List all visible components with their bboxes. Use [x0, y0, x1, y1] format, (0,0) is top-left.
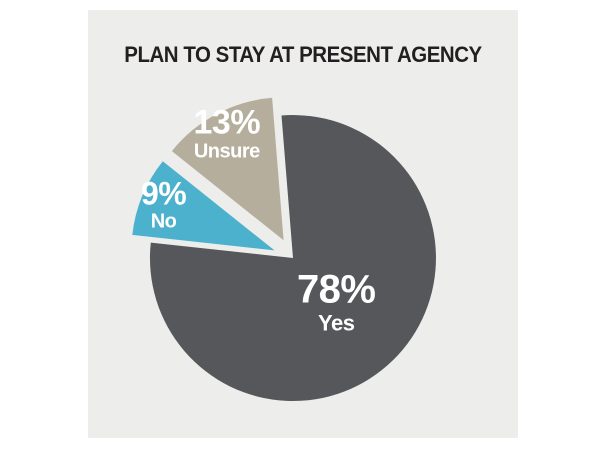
chart-title: PLAN TO STAY AT PRESENT AGENCY [124, 42, 482, 67]
slice-label-no: 9% No [140, 175, 187, 233]
pie-slice-unsure [171, 97, 284, 241]
slice-percent-value: 9% [140, 175, 187, 212]
slice-category-name: Yes [318, 310, 355, 336]
slice-percent-value: 78% [296, 267, 376, 312]
slice-percent-value: 13% [193, 102, 261, 141]
slice-label-yes: 78% Yes [297, 270, 376, 335]
slice-label-unsure: 13% Unsure [194, 105, 261, 162]
pie-slice-yes [149, 115, 436, 402]
slice-category-name: No [150, 210, 177, 233]
pie-slice-no [132, 161, 275, 251]
slice-category-name: Unsure [193, 140, 260, 163]
